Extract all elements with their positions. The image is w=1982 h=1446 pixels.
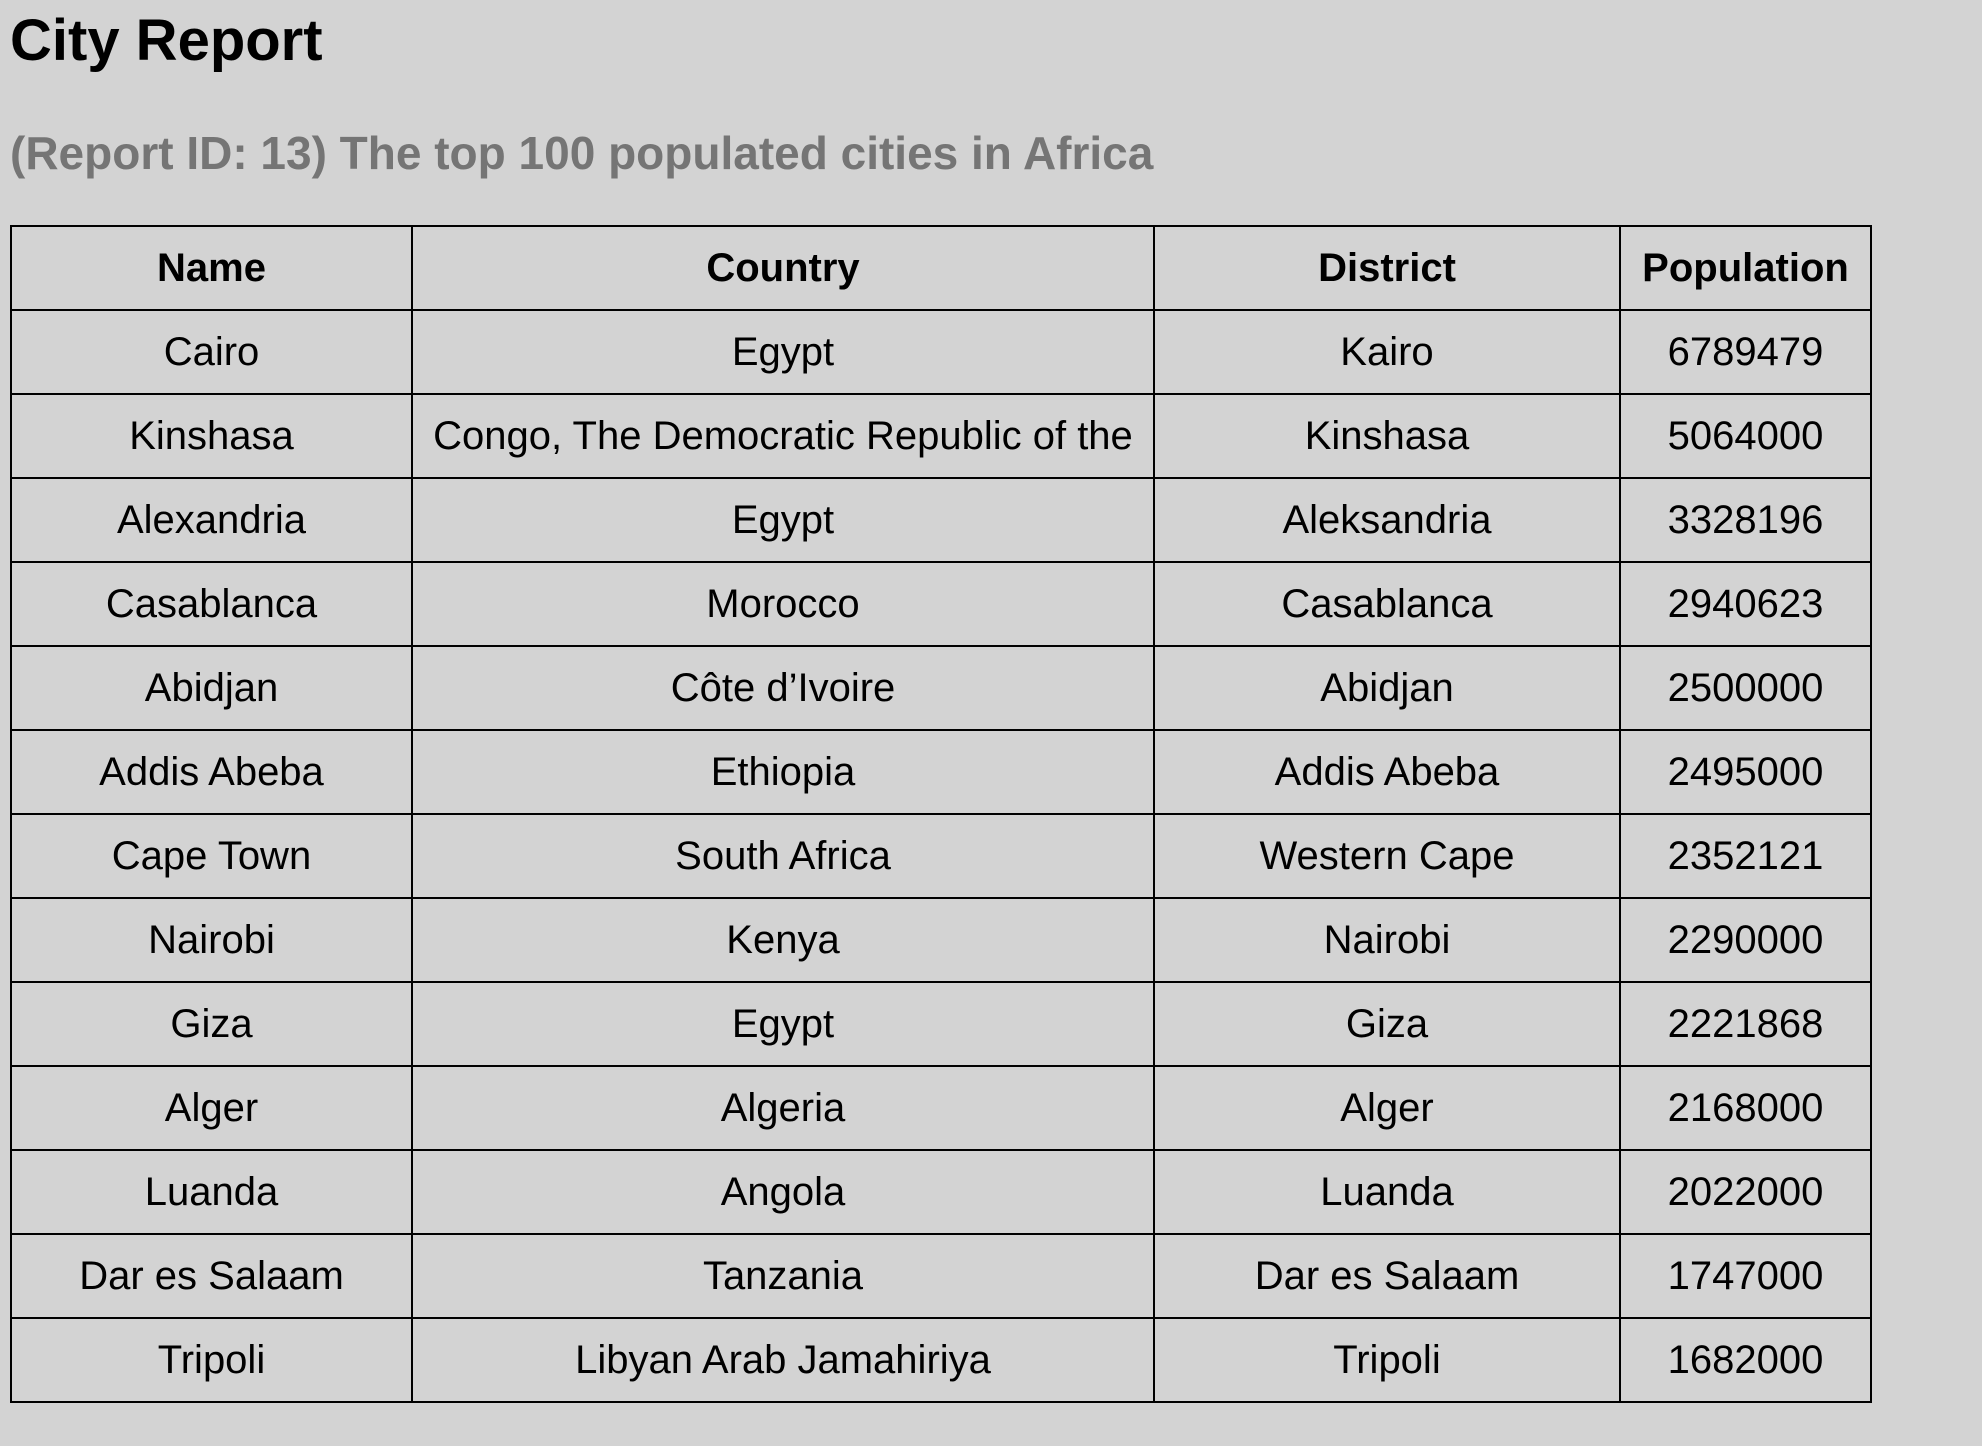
cell-district: Luanda [1153,1149,1621,1235]
cell-population: 1682000 [1619,1317,1872,1403]
header-district: District [1153,225,1621,311]
cell-population: 2500000 [1619,645,1872,731]
cell-population: 5064000 [1619,393,1872,479]
cell-district: Nairobi [1153,897,1621,983]
page-title: City Report [10,8,323,73]
cell-population: 2290000 [1619,897,1872,983]
cell-name: Giza [10,981,413,1067]
table-row: Casablanca Morocco Casablanca 2940623 [10,561,1872,647]
table-body: Cairo Egypt Kairo 6789479 Kinshasa Congo, The… [10,309,1872,1403]
cell-name: Cape Town [10,813,413,899]
table-row: Alger Algeria Alger 2168000 [10,1065,1872,1151]
cell-name: Luanda [10,1149,413,1235]
cell-district: Casablanca [1153,561,1621,647]
cell-district: Aleksandria [1153,477,1621,563]
cell-population: 2168000 [1619,1065,1872,1151]
cell-name: Casablanca [10,561,413,647]
table-row: Alexandria Egypt Aleksandria 3328196 [10,477,1872,563]
table-row: Kinshasa Congo, The Democratic Republic o… [10,393,1872,479]
cell-district: Kairo [1153,309,1621,395]
cell-country: Congo, The Democratic Republic of the [411,393,1155,479]
report-subtitle: (Report ID: 13) The top 100 populated ci… [10,127,1154,179]
header-population: Population [1619,225,1872,311]
cell-population: 2022000 [1619,1149,1872,1235]
cell-country: Côte d’Ivoire [411,645,1155,731]
header-country: Country [411,225,1155,311]
cell-district: Abidjan [1153,645,1621,731]
table-row: Giza Egypt Giza 2221868 [10,981,1872,1067]
cell-name: Alger [10,1065,413,1151]
cell-country: Algeria [411,1065,1155,1151]
cell-population: 2940623 [1619,561,1872,647]
cell-population: 3328196 [1619,477,1872,563]
cell-country: Ethiopia [411,729,1155,815]
table-row: Cairo Egypt Kairo 6789479 [10,309,1872,395]
cell-district: Western Cape [1153,813,1621,899]
cell-population: 1747000 [1619,1233,1872,1319]
cell-population: 6789479 [1619,309,1872,395]
cell-name: Cairo [10,309,413,395]
cell-population: 2221868 [1619,981,1872,1067]
table-row: Cape Town South Africa Western Cape 2352121 [10,813,1872,899]
table-row: Addis Abeba Ethiopia Addis Abeba 2495000 [10,729,1872,815]
table-header-row: Name Country District Population [10,225,1872,311]
cell-country: Egypt [411,477,1155,563]
cell-country: Kenya [411,897,1155,983]
city-table: Name Country District Population Cairo Eg… [10,225,1872,1403]
cell-country: South Africa [411,813,1155,899]
cell-country: Libyan Arab Jamahiriya [411,1317,1155,1403]
table-row: Nairobi Kenya Nairobi 2290000 [10,897,1872,983]
cell-country: Egypt [411,309,1155,395]
cell-district: Tripoli [1153,1317,1621,1403]
cell-name: Abidjan [10,645,413,731]
table-row: Dar es Salaam Tanzania Dar es Salaam 174700… [10,1233,1872,1319]
cell-population: 2495000 [1619,729,1872,815]
cell-country: Morocco [411,561,1155,647]
cell-name: Addis Abeba [10,729,413,815]
cell-name: Kinshasa [10,393,413,479]
cell-district: Dar es Salaam [1153,1233,1621,1319]
table-row: Tripoli Libyan Arab Jamahiriya Tripoli 1682… [10,1317,1872,1403]
cell-district: Addis Abeba [1153,729,1621,815]
cell-district: Giza [1153,981,1621,1067]
cell-name: Dar es Salaam [10,1233,413,1319]
cell-name: Nairobi [10,897,413,983]
cell-name: Alexandria [10,477,413,563]
header-name: Name [10,225,413,311]
table-row: Abidjan Côte d’Ivoire Abidjan 2500000 [10,645,1872,731]
cell-country: Egypt [411,981,1155,1067]
cell-district: Alger [1153,1065,1621,1151]
cell-name: Tripoli [10,1317,413,1403]
cell-country: Angola [411,1149,1155,1235]
cell-population: 2352121 [1619,813,1872,899]
cell-country: Tanzania [411,1233,1155,1319]
cell-district: Kinshasa [1153,393,1621,479]
table-row: Luanda Angola Luanda 2022000 [10,1149,1872,1235]
